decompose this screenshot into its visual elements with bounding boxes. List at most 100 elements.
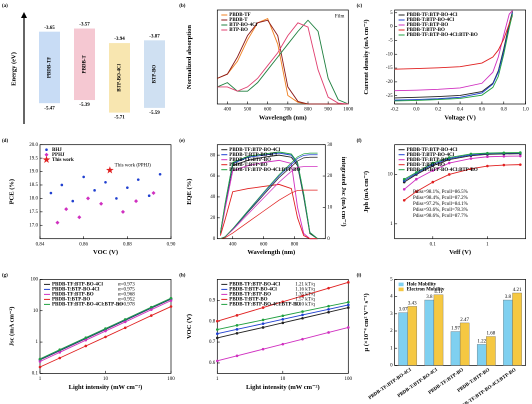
data-point — [104, 327, 107, 330]
y-axis-label: Normalized absorption — [186, 25, 193, 89]
lumo-label: -3.57 — [79, 23, 90, 28]
series-line — [217, 22, 349, 105]
data-point — [147, 194, 151, 198]
data-point — [347, 281, 350, 284]
data-point — [519, 154, 522, 158]
y-tick-label: 4 — [390, 295, 393, 300]
data-point — [301, 316, 304, 320]
x-axis-label: Light intensity (mW cm⁻²) — [246, 384, 320, 391]
legend-label: PBDB-TF:BTP-BO-4Cl:BTP-BO — [407, 168, 478, 173]
data-point — [38, 365, 42, 369]
data-point — [149, 314, 153, 317]
legend-marker — [45, 148, 48, 151]
legend-label: PBDB-TF:BTP-BO-4Cl:BTP-BO — [52, 303, 123, 308]
data-point — [235, 314, 239, 317]
data-point — [134, 199, 139, 204]
x-tick-label: 1.0 — [522, 108, 529, 113]
data-point — [126, 186, 129, 189]
data-point — [281, 300, 285, 304]
y-tick-label: 0 — [213, 237, 216, 242]
plot-frame — [216, 144, 326, 240]
data-point — [235, 354, 239, 358]
data-point — [123, 326, 127, 330]
data-point — [431, 161, 435, 165]
homo-label: -5.39 — [79, 103, 90, 108]
data-point — [86, 196, 91, 201]
bar-value-label: 2.47 — [460, 318, 469, 323]
data-point — [93, 189, 96, 192]
x-tick-label: 400 — [229, 242, 237, 247]
annotation: Pdiss=98.4%, Pcoll=87.2% — [413, 196, 468, 201]
data-point — [519, 163, 522, 166]
y-tick-label: 0 — [390, 364, 393, 369]
y-axis-label: μ (×10⁻⁴ cm² V⁻¹ s⁻¹) — [363, 293, 370, 351]
y-axis-label: PCE (%) — [8, 179, 15, 204]
data-point — [120, 209, 125, 214]
x-tick-label: 1 — [486, 242, 489, 247]
bar-value-label: 1.97 — [451, 327, 460, 332]
data-point — [415, 190, 418, 193]
series-line — [219, 159, 318, 240]
y2-tick-label: 20 — [327, 174, 333, 179]
y2-tick-label: 30 — [327, 143, 333, 148]
data-point — [486, 155, 489, 159]
legend-label: PBDB-T:BTP-BO-4Cl — [407, 18, 455, 23]
y-tick-label: 0 — [390, 25, 393, 30]
annotation: Pdiss=97.2%, Pcoll=84.1% — [413, 202, 468, 207]
data-point — [261, 322, 265, 325]
x-axis-label: Wavelength (nm) — [259, 114, 307, 121]
x-tick-label: 0.84 — [36, 242, 45, 247]
bar-value-label: 4.11 — [434, 290, 443, 295]
data-point — [149, 305, 153, 309]
legend-label: PBDB-TF:BTP-BO-4Cl:BTP-BO — [229, 303, 300, 308]
panel-label: (b) — [179, 4, 185, 9]
legend-note: α=0.973 — [118, 283, 135, 288]
data-point — [327, 286, 330, 290]
data-point — [261, 347, 265, 351]
series-line — [394, 10, 513, 92]
data-point — [58, 356, 62, 360]
legend-label: PBDB-TF:BTP-BO-4Cl — [407, 13, 458, 18]
data-point — [123, 318, 127, 321]
x-tick-label: 0.2 — [435, 108, 442, 113]
data-point — [301, 337, 304, 341]
legend-swatch — [398, 287, 404, 292]
series-line — [217, 19, 349, 105]
data-point — [447, 173, 451, 176]
data-point — [486, 151, 489, 155]
y-tick-label: 0.1 — [32, 372, 39, 377]
annotation: Pdiss=98.6%, Pcoll=87.7% — [413, 214, 468, 219]
data-point — [281, 314, 285, 318]
series-line — [217, 19, 349, 105]
data-point — [402, 177, 406, 181]
data-point — [38, 360, 42, 363]
data-point — [261, 318, 265, 322]
y-tick-label: 2 — [390, 329, 393, 334]
y-tick-label: 0.8 — [209, 319, 216, 324]
data-point — [402, 188, 406, 191]
material-label: BTP-BO — [153, 65, 158, 84]
y-tick-label: -20 — [386, 80, 393, 85]
data-point — [216, 359, 219, 363]
data-point — [281, 317, 285, 321]
data-point — [327, 304, 330, 308]
annotation: Pdiss=98.1%, Pcoll=86.5% — [413, 190, 468, 195]
data-point — [169, 305, 173, 308]
y2-tick-label: 10 — [327, 206, 333, 211]
y-tick-label: 40 — [210, 195, 216, 200]
legend-label: This work — [52, 158, 74, 163]
series-line — [403, 164, 521, 201]
data-point — [469, 157, 473, 160]
data-point — [216, 336, 219, 340]
legend-label: PBDB-TF:BTP-BO — [229, 158, 271, 163]
y-tick-label: 17.0 — [29, 223, 38, 228]
bar — [503, 299, 513, 366]
x-axis-label: Voltage (V) — [444, 114, 475, 121]
y-tick-label: 5 — [390, 11, 393, 16]
data-point — [136, 178, 140, 181]
data-point — [104, 335, 107, 339]
lumo-label: -3.87 — [149, 34, 160, 39]
x-axis-label: VOC (V) — [93, 249, 118, 256]
legend-note: α=0.952 — [118, 298, 135, 303]
